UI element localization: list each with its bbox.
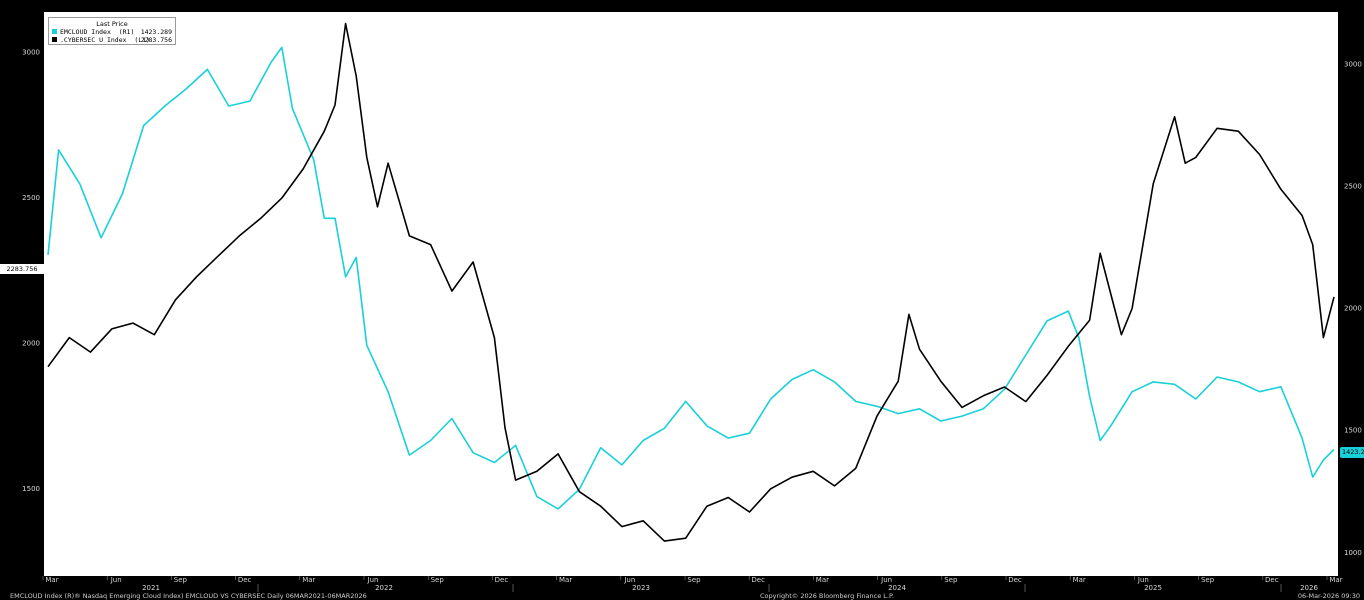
- series-layer: [47, 22, 1335, 542]
- legend-title: Last Price: [96, 20, 128, 28]
- footer-copyright: Copyright© 2026 Bloomberg Finance L.P.: [760, 592, 894, 600]
- x-tick-label: Sep: [944, 576, 958, 584]
- x-tick-label: Sep: [174, 576, 188, 584]
- series-line-emcloud: [47, 46, 1335, 510]
- x-tick-label: Dec: [1265, 576, 1279, 584]
- plot-background: [44, 12, 1338, 576]
- x-tick-label: Mar: [1073, 576, 1086, 584]
- x-tick-label: Sep: [431, 576, 445, 584]
- legend-value-emcloud: 1423.289: [140, 28, 172, 36]
- x-tick-label: Mar: [45, 576, 58, 584]
- x-tick-label: Mar: [816, 576, 829, 584]
- legend-swatch-emcloud: [52, 29, 57, 34]
- x-tick-label: Jun: [1137, 576, 1149, 584]
- right-tick-label: 2500: [1344, 183, 1362, 191]
- x-tick-label: Dec: [238, 576, 252, 584]
- x-axis: Mar Jun Sep Dec Mar Jun Sep Dec Mar Jun Sep Dec Mar J…: [42, 576, 1343, 592]
- x-tick-label: Dec: [1008, 576, 1022, 584]
- legend-label-cybersec: .CYBERSEC U Index (L1): [60, 36, 151, 44]
- x-tick-label: Mar: [1329, 576, 1342, 584]
- x-tick-label: Dec: [495, 576, 509, 584]
- x-tick-label: Jun: [110, 576, 122, 584]
- right-tick-label: 1500: [1344, 427, 1362, 435]
- left-tick-label: 1500: [22, 485, 40, 493]
- right-tick-label: 1000: [1344, 549, 1362, 557]
- left-axis: 1500 2000 2500 3000: [22, 49, 40, 493]
- x-year-label: 2026: [1300, 584, 1318, 592]
- x-year-label: 2021: [142, 584, 160, 592]
- legend-label-emcloud: EMCLOUD Index (R1): [60, 28, 135, 36]
- x-year-label: 2025: [1144, 584, 1162, 592]
- last-value-tag-right: 1423.289: [1340, 447, 1364, 458]
- x-tick-label: Mar: [302, 576, 315, 584]
- left-tick-label: 3000: [22, 49, 40, 57]
- series-line-cybersec: [47, 22, 1335, 542]
- legend-item-emcloud: EMCLOUD Index (R1) 1423.289: [52, 28, 172, 36]
- right-axis: 1000 1500 2000 2500 3000: [1344, 60, 1362, 556]
- legend-item-cybersec: .CYBERSEC U Index (L1) 2283.756: [52, 36, 172, 44]
- x-tick-label: Jun: [623, 576, 635, 584]
- x-tick-label: Dec: [751, 576, 765, 584]
- footer-timestamp: 06-Mar-2026 09:30: [1297, 592, 1360, 600]
- legend-swatch-cybersec: [52, 37, 57, 42]
- left-tick-label: 2500: [22, 194, 40, 202]
- last-value-tag-left: 2283.756: [0, 264, 44, 274]
- x-tick-label: Jun: [880, 576, 892, 584]
- x-tick-label: Mar: [559, 576, 572, 584]
- left-tick-label: 2000: [22, 339, 40, 347]
- legend: Last Price EMCLOUD Index (R1) 1423.289 .…: [48, 17, 176, 45]
- right-tick-label: 3000: [1344, 60, 1362, 68]
- right-tick-label: 2000: [1344, 305, 1362, 313]
- x-tick-label: Jun: [367, 576, 379, 584]
- footer-description: EMCLOUD Index (R)® Nasdaq Emerging Cloud…: [10, 592, 367, 600]
- x-tick-label: Sep: [1201, 576, 1215, 584]
- x-tick-label: Sep: [687, 576, 701, 584]
- x-year-label: 2023: [632, 584, 650, 592]
- x-year-label: 2022: [375, 584, 393, 592]
- legend-value-cybersec: 2283.756: [140, 36, 172, 44]
- x-year-label: 2024: [888, 584, 906, 592]
